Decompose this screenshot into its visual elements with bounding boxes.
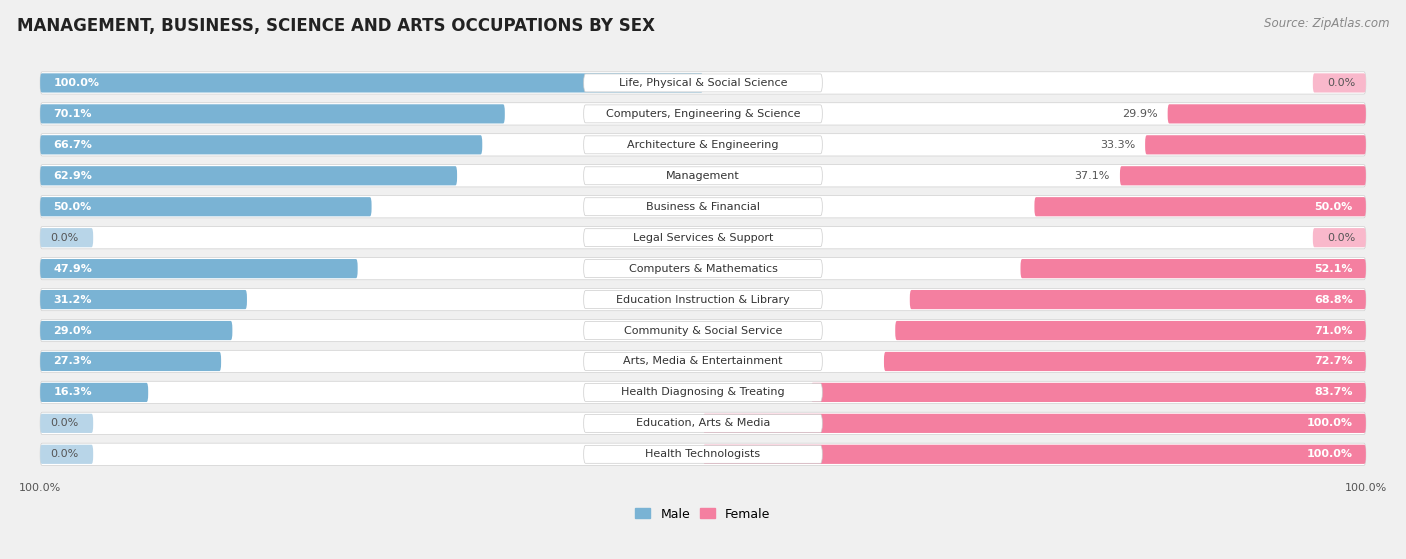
Text: 83.7%: 83.7% xyxy=(1315,387,1353,397)
FancyBboxPatch shape xyxy=(41,445,93,464)
Text: 31.2%: 31.2% xyxy=(53,295,91,305)
FancyBboxPatch shape xyxy=(583,198,823,216)
FancyBboxPatch shape xyxy=(1167,105,1365,124)
Text: 33.3%: 33.3% xyxy=(1099,140,1135,150)
Text: 29.9%: 29.9% xyxy=(1122,109,1157,119)
Text: 50.0%: 50.0% xyxy=(53,202,91,212)
FancyBboxPatch shape xyxy=(703,445,1365,464)
Text: 52.1%: 52.1% xyxy=(1315,264,1353,273)
Text: 68.8%: 68.8% xyxy=(1313,295,1353,305)
FancyBboxPatch shape xyxy=(583,136,823,154)
Text: 100.0%: 100.0% xyxy=(1306,449,1353,459)
Text: Education Instruction & Library: Education Instruction & Library xyxy=(616,295,790,305)
Text: Health Diagnosing & Treating: Health Diagnosing & Treating xyxy=(621,387,785,397)
Text: 71.0%: 71.0% xyxy=(1315,325,1353,335)
FancyBboxPatch shape xyxy=(1021,259,1365,278)
Text: 0.0%: 0.0% xyxy=(51,418,79,428)
Text: 47.9%: 47.9% xyxy=(53,264,93,273)
FancyBboxPatch shape xyxy=(41,166,457,186)
Text: 62.9%: 62.9% xyxy=(53,171,93,181)
FancyBboxPatch shape xyxy=(41,258,1365,280)
FancyBboxPatch shape xyxy=(41,321,232,340)
Text: Arts, Media & Entertainment: Arts, Media & Entertainment xyxy=(623,357,783,367)
Text: Business & Financial: Business & Financial xyxy=(645,202,761,212)
Text: 100.0%: 100.0% xyxy=(1306,418,1353,428)
FancyBboxPatch shape xyxy=(41,196,1365,218)
FancyBboxPatch shape xyxy=(583,414,823,432)
Text: Community & Social Service: Community & Social Service xyxy=(624,325,782,335)
FancyBboxPatch shape xyxy=(41,414,93,433)
FancyBboxPatch shape xyxy=(41,197,371,216)
FancyBboxPatch shape xyxy=(41,72,1365,94)
FancyBboxPatch shape xyxy=(583,229,823,247)
FancyBboxPatch shape xyxy=(41,226,1365,249)
Text: 100.0%: 100.0% xyxy=(53,78,100,88)
FancyBboxPatch shape xyxy=(583,74,823,92)
FancyBboxPatch shape xyxy=(583,259,823,278)
FancyBboxPatch shape xyxy=(41,381,1365,404)
FancyBboxPatch shape xyxy=(583,353,823,371)
FancyBboxPatch shape xyxy=(1121,166,1365,186)
FancyBboxPatch shape xyxy=(41,319,1365,342)
Text: 0.0%: 0.0% xyxy=(51,449,79,459)
Text: Life, Physical & Social Science: Life, Physical & Social Science xyxy=(619,78,787,88)
FancyBboxPatch shape xyxy=(41,259,357,278)
Legend: Male, Female: Male, Female xyxy=(630,503,776,525)
FancyBboxPatch shape xyxy=(1313,228,1365,247)
FancyBboxPatch shape xyxy=(583,383,823,401)
FancyBboxPatch shape xyxy=(41,350,1365,373)
FancyBboxPatch shape xyxy=(884,352,1365,371)
FancyBboxPatch shape xyxy=(583,167,823,185)
Text: 29.0%: 29.0% xyxy=(53,325,91,335)
Text: 16.3%: 16.3% xyxy=(53,387,91,397)
Text: Management: Management xyxy=(666,171,740,181)
Text: 37.1%: 37.1% xyxy=(1074,171,1109,181)
FancyBboxPatch shape xyxy=(41,103,1365,125)
Text: 0.0%: 0.0% xyxy=(51,233,79,243)
FancyBboxPatch shape xyxy=(41,383,148,402)
Text: Computers & Mathematics: Computers & Mathematics xyxy=(628,264,778,273)
Text: 0.0%: 0.0% xyxy=(1327,78,1355,88)
FancyBboxPatch shape xyxy=(41,290,247,309)
FancyBboxPatch shape xyxy=(41,165,1365,187)
FancyBboxPatch shape xyxy=(41,228,93,247)
FancyBboxPatch shape xyxy=(1035,197,1365,216)
FancyBboxPatch shape xyxy=(41,443,1365,466)
FancyBboxPatch shape xyxy=(811,383,1365,402)
Text: MANAGEMENT, BUSINESS, SCIENCE AND ARTS OCCUPATIONS BY SEX: MANAGEMENT, BUSINESS, SCIENCE AND ARTS O… xyxy=(17,17,655,35)
FancyBboxPatch shape xyxy=(583,291,823,309)
FancyBboxPatch shape xyxy=(41,352,221,371)
FancyBboxPatch shape xyxy=(1144,135,1365,154)
FancyBboxPatch shape xyxy=(583,446,823,463)
Text: Legal Services & Support: Legal Services & Support xyxy=(633,233,773,243)
FancyBboxPatch shape xyxy=(41,134,1365,156)
Text: 50.0%: 50.0% xyxy=(1315,202,1353,212)
Text: 0.0%: 0.0% xyxy=(1327,233,1355,243)
FancyBboxPatch shape xyxy=(910,290,1365,309)
Text: 72.7%: 72.7% xyxy=(1315,357,1353,367)
FancyBboxPatch shape xyxy=(41,135,482,154)
FancyBboxPatch shape xyxy=(41,288,1365,311)
FancyBboxPatch shape xyxy=(41,412,1365,434)
Text: Source: ZipAtlas.com: Source: ZipAtlas.com xyxy=(1264,17,1389,30)
Text: Computers, Engineering & Science: Computers, Engineering & Science xyxy=(606,109,800,119)
Text: 27.3%: 27.3% xyxy=(53,357,91,367)
FancyBboxPatch shape xyxy=(41,105,505,124)
FancyBboxPatch shape xyxy=(583,105,823,123)
FancyBboxPatch shape xyxy=(703,414,1365,433)
FancyBboxPatch shape xyxy=(896,321,1365,340)
Text: 70.1%: 70.1% xyxy=(53,109,91,119)
FancyBboxPatch shape xyxy=(1313,73,1365,93)
FancyBboxPatch shape xyxy=(41,73,703,93)
Text: 66.7%: 66.7% xyxy=(53,140,93,150)
Text: Education, Arts & Media: Education, Arts & Media xyxy=(636,418,770,428)
FancyBboxPatch shape xyxy=(583,321,823,339)
Text: Health Technologists: Health Technologists xyxy=(645,449,761,459)
Text: Architecture & Engineering: Architecture & Engineering xyxy=(627,140,779,150)
